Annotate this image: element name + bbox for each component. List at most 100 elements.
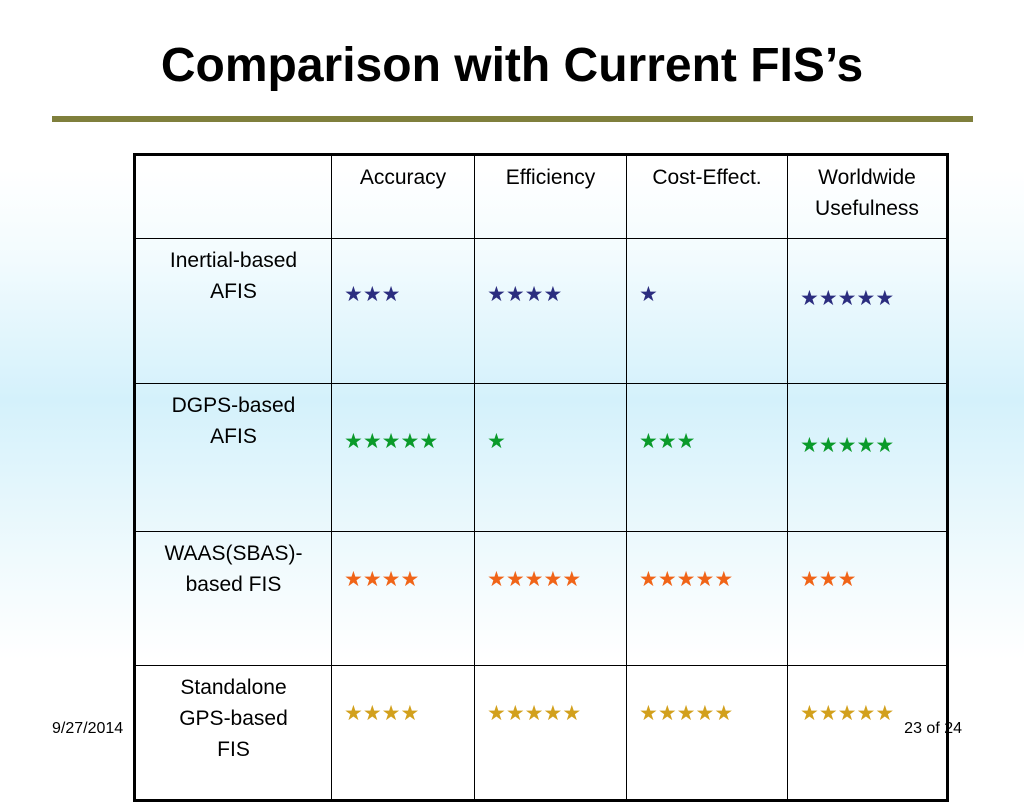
slide-title: Comparison with Current FIS’s [160,39,864,92]
star-icon: ★ [381,282,401,306]
star-icon: ★ [562,701,582,725]
star-icon: ★ [800,286,819,310]
rating-stars: ★ [639,279,658,310]
star-icon: ★ [381,701,401,725]
star-icon: ★ [800,433,819,457]
star-icon: ★ [400,567,420,591]
rating-cell: ★★★★ [331,531,475,666]
star-icon: ★ [714,701,734,725]
star-icon: ★ [362,429,382,453]
star-icon: ★ [524,282,544,306]
star-icon: ★ [818,433,838,457]
star-icon: ★ [714,567,734,591]
rating-cell: ★ [626,238,788,384]
star-icon: ★ [543,282,563,306]
star-icon: ★ [676,701,696,725]
column-header-worldwide-usefulness: Worldwide Usefulness [787,154,948,239]
star-icon: ★ [837,701,857,725]
rating-cell: ★★★★ [474,238,627,384]
star-icon: ★ [639,429,658,453]
rating-cell: ★★★ [787,531,948,666]
rating-cell: ★★★★★ [474,665,627,801]
corner-cell [134,154,332,239]
row-label: WAAS(SBAS)-based FIS [134,531,332,666]
star-icon: ★ [505,282,525,306]
star-icon: ★ [639,567,658,591]
title-underline [52,116,973,122]
star-icon: ★ [639,701,658,725]
star-icon: ★ [875,701,895,725]
header-row: Accuracy Efficiency Cost-Effect. Worldwi… [134,154,948,239]
star-icon: ★ [800,567,819,591]
star-icon: ★ [818,701,838,725]
column-header-cost-effect: Cost-Effect. [626,154,788,239]
row-label: DGPS-based AFIS [134,383,332,532]
star-icon: ★ [524,701,544,725]
table-row: WAAS(SBAS)-based FIS ★★★★ ★★★★★ ★★★★★ ★★… [134,531,948,666]
star-icon: ★ [505,567,525,591]
star-icon: ★ [818,567,838,591]
star-icon: ★ [487,567,506,591]
rating-stars: ★★★★★ [800,430,894,461]
star-icon: ★ [657,567,677,591]
star-icon: ★ [524,567,544,591]
rating-stars: ★★★★★ [800,698,894,729]
star-icon: ★ [344,701,363,725]
star-icon: ★ [657,701,677,725]
rating-stars: ★★★★★ [487,564,581,595]
star-icon: ★ [695,701,715,725]
star-icon: ★ [400,701,420,725]
star-icon: ★ [837,433,857,457]
star-icon: ★ [875,433,895,457]
star-icon: ★ [676,567,696,591]
rating-cell: ★ [474,383,627,532]
star-icon: ★ [657,429,677,453]
rating-stars: ★★★★ [344,698,419,729]
rating-cell: ★★★★★ [626,531,788,666]
star-icon: ★ [562,567,582,591]
rating-cell: ★★★★ [331,665,475,801]
table-row: Inertial-based AFIS ★★★ ★★★★ ★ ★★★★★ [134,238,948,384]
star-icon: ★ [543,567,563,591]
rating-stars: ★★★★★ [639,564,733,595]
rating-cell: ★★★ [626,383,788,532]
comparison-table: Accuracy Efficiency Cost-Effect. Worldwi… [133,153,949,802]
rating-cell: ★★★★★ [787,383,948,532]
star-icon: ★ [639,282,658,306]
star-icon: ★ [400,429,420,453]
rating-cell: ★★★★★ [474,531,627,666]
star-icon: ★ [875,286,895,310]
rating-stars: ★★★★★ [344,426,438,457]
rating-stars: ★★★★★ [800,283,894,314]
star-icon: ★ [695,567,715,591]
rating-cell: ★★★★★ [626,665,788,801]
table-row: DGPS-based AFIS ★★★★★ ★ ★★★ ★★★★★ [134,383,948,532]
star-icon: ★ [837,567,857,591]
star-icon: ★ [381,429,401,453]
star-icon: ★ [487,429,506,453]
column-header-efficiency: Efficiency [474,154,627,239]
rating-cell: ★★★★★ [331,383,475,532]
star-icon: ★ [344,567,363,591]
rating-stars: ★ [487,426,506,457]
rating-stars: ★★★★ [487,279,562,310]
star-icon: ★ [676,429,696,453]
row-label: Standalone GPS-based FIS [134,665,332,801]
star-icon: ★ [344,282,363,306]
footer-date: 9/27/2014 [52,720,124,737]
rating-stars: ★★★ [344,279,400,310]
star-icon: ★ [487,282,506,306]
star-icon: ★ [419,429,439,453]
star-icon: ★ [362,282,382,306]
star-icon: ★ [344,429,363,453]
column-header-accuracy: Accuracy [331,154,475,239]
rating-stars: ★★★★ [344,564,419,595]
rating-stars: ★★★★★ [639,698,733,729]
rating-cell: ★★★ [331,238,475,384]
star-icon: ★ [362,567,382,591]
star-icon: ★ [837,286,857,310]
row-label: Inertial-based AFIS [134,238,332,384]
rating-stars: ★★★★★ [487,698,581,729]
star-icon: ★ [856,433,876,457]
star-icon: ★ [856,701,876,725]
